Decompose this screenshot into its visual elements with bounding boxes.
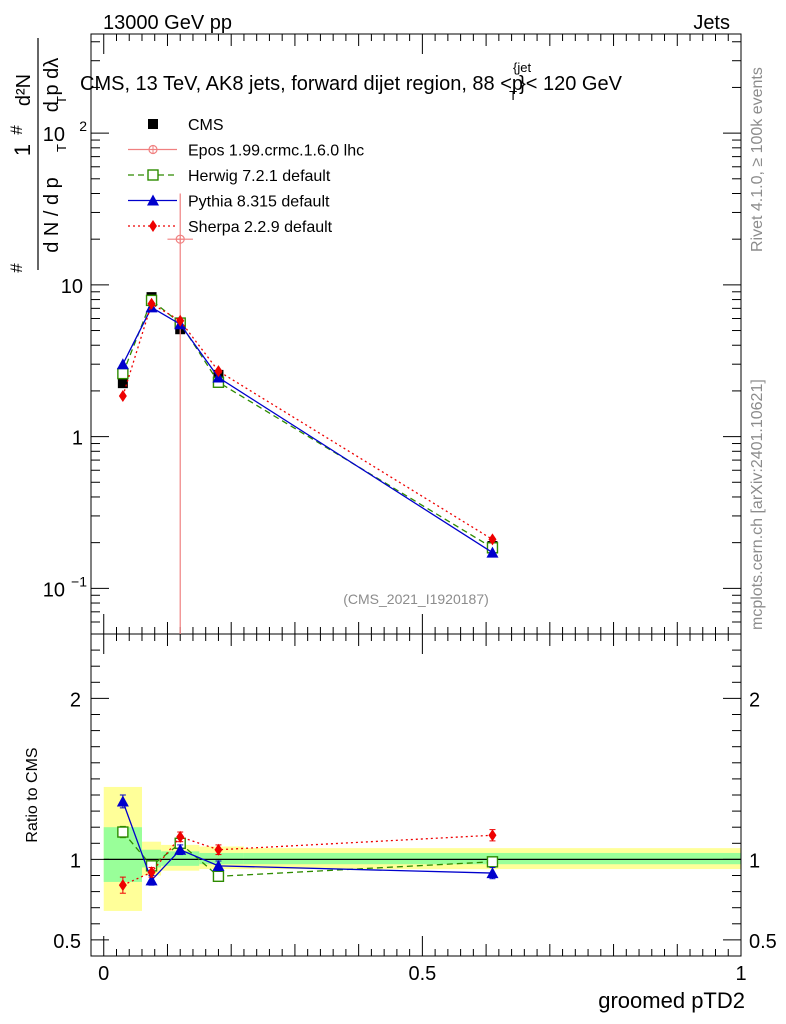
pythia-ratio-point — [145, 874, 158, 886]
x-tick-label: 1 — [735, 963, 746, 985]
legend-label-herwig: Herwig 7.2.1 default — [188, 168, 331, 185]
y-tick-label: 10 — [43, 124, 65, 146]
band-green-2 — [161, 851, 200, 866]
plot-title-sub: T — [509, 88, 517, 103]
pythia-ratio-point — [212, 859, 225, 871]
epos-point — [175, 234, 185, 244]
main-y-axis-label: 1 d N / d p T # # d²N d p dλ T — [7, 38, 69, 273]
svg-text:d²N: d²N — [13, 74, 35, 106]
ratio-y-tick-label: 2 — [70, 689, 81, 711]
herwig-line — [122, 299, 493, 549]
plot-title-suffix: }< 120 GeV — [519, 73, 623, 95]
y-tick-label: 10 — [43, 579, 65, 601]
sherpa-ratio-line — [122, 834, 493, 886]
legend: CMS Epos 1.99.crmc.1.6.0 lhc Herwig 7.2.1 … — [128, 117, 364, 236]
ratio-series — [116, 794, 499, 894]
category-label: Jets — [693, 12, 730, 34]
sherpa-point — [488, 533, 497, 546]
series-cms — [117, 292, 498, 552]
main-series — [116, 193, 499, 634]
legend-item-cms: CMS — [148, 117, 224, 134]
legend-marker-cms — [148, 119, 158, 129]
legend-marker-herwig — [147, 169, 159, 181]
svg-text:#: # — [7, 125, 26, 135]
sherpa-line — [122, 302, 493, 540]
legend-item-epos: Epos 1.99.crmc.1.6.0 lhc — [128, 143, 364, 160]
herwig-point — [117, 367, 129, 380]
sherpa-ratio-point — [147, 866, 156, 879]
plot-title-prefix: CMS, 13 TeV, AK8 jets, forward dijet reg… — [80, 73, 523, 95]
ratio-series-sherpa — [118, 829, 497, 894]
herwig-ratio-point — [486, 856, 499, 868]
plot-title-sup: {jet — [513, 60, 531, 75]
ratio-series-pythia — [116, 794, 499, 886]
svg-text:1: 1 — [10, 144, 35, 156]
series-herwig — [117, 294, 499, 554]
legend-label-cms: CMS — [188, 117, 224, 134]
legend-item-sherpa: Sherpa 2.2.9 default — [128, 219, 333, 236]
sherpa-point — [147, 297, 156, 310]
ratio-y-axis-label: Ratio to CMS — [24, 747, 41, 842]
pythia-ratio-point — [174, 843, 187, 855]
x-tick-label: 0 — [98, 963, 109, 985]
sherpa-ratio-point — [176, 830, 185, 843]
legend-marker-pythia — [147, 194, 159, 206]
ratio-y-tick-label: 1 — [70, 850, 81, 872]
legend-label-pythia: Pythia 8.315 default — [188, 194, 330, 211]
ratio-y-tick-label-right: 1 — [749, 850, 760, 872]
pythia-point — [116, 358, 129, 370]
main-axis-ticks: 10 −1 1 10 10 2 — [43, 34, 742, 635]
plot-title: CMS, 13 TeV, AK8 jets, forward dijet reg… — [80, 60, 623, 103]
sherpa-ratio-point — [118, 879, 127, 892]
y-tick-label: 10 — [61, 276, 83, 298]
y-tick-label-exp: −1 — [71, 573, 87, 589]
ratio-y-tick-label-right: 0.5 — [749, 931, 777, 953]
sherpa-point — [176, 314, 185, 327]
pythia-point — [486, 546, 499, 558]
analysis-id: (CMS_2021_I1920187) — [343, 591, 489, 607]
series-pythia — [116, 301, 499, 558]
svg-text:T: T — [54, 96, 69, 104]
cms-point — [117, 378, 128, 389]
herwig-ratio-point — [212, 870, 225, 883]
ratio-axis-ticks: 0 0.5 10.5 0.51 12 2 — [53, 633, 777, 985]
legend-label-sherpa: Sherpa 2.2.9 default — [188, 219, 333, 236]
ratio-plot-frame — [90, 633, 742, 957]
ratio-frame-rect — [90, 633, 742, 957]
y-tick-label-exp: 2 — [79, 118, 87, 134]
pythia-line — [122, 306, 493, 554]
svg-text:T: T — [54, 144, 69, 152]
sherpa-ratio-point — [214, 843, 223, 856]
x-axis-label: groomed pTD2 — [598, 988, 745, 1013]
herwig-ratio-point — [117, 826, 129, 838]
ratio-y-tick-label: 0.5 — [53, 931, 81, 953]
legend-label-epos: Epos 1.99.crmc.1.6.0 lhc — [188, 143, 364, 160]
svg-text:d p dλ: d p dλ — [41, 58, 63, 112]
rivet-label: Rivet 4.1.0, ≥ 100k events — [749, 67, 766, 252]
y-tick-label: 1 — [72, 428, 83, 450]
ratio-y-tick-label-right: 2 — [749, 689, 760, 711]
legend-marker-epos — [148, 144, 158, 155]
sherpa-point — [214, 365, 223, 378]
series-epos — [167, 193, 193, 634]
pythia-ratio-point — [486, 867, 499, 879]
series-sherpa — [118, 297, 497, 546]
legend-item-pythia: Pythia 8.315 default — [128, 194, 330, 211]
legend-marker-sherpa — [149, 220, 157, 232]
x-tick-label: 0.5 — [408, 963, 436, 985]
band-green-3 — [199, 852, 244, 865]
svg-text:#: # — [7, 263, 26, 273]
sherpa-point — [118, 390, 127, 403]
ratio-uncertainty-bands — [103, 786, 742, 911]
svg-text:d N / d p: d N / d p — [41, 177, 63, 253]
energy-label: 13000 GeV pp — [103, 12, 232, 34]
source-label: mcplots.cern.ch [arXiv:2401.10621] — [749, 379, 766, 630]
sherpa-ratio-point — [488, 829, 497, 842]
pythia-ratio-point — [116, 795, 129, 807]
legend-item-herwig: Herwig 7.2.1 default — [128, 168, 331, 185]
